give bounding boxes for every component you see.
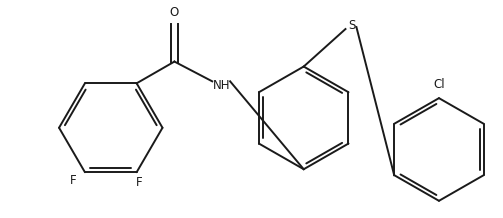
Text: F: F: [136, 175, 143, 189]
Text: S: S: [348, 19, 355, 32]
Text: Cl: Cl: [433, 78, 445, 91]
Text: F: F: [70, 174, 76, 187]
Text: NH: NH: [212, 79, 230, 92]
Text: O: O: [170, 6, 179, 19]
